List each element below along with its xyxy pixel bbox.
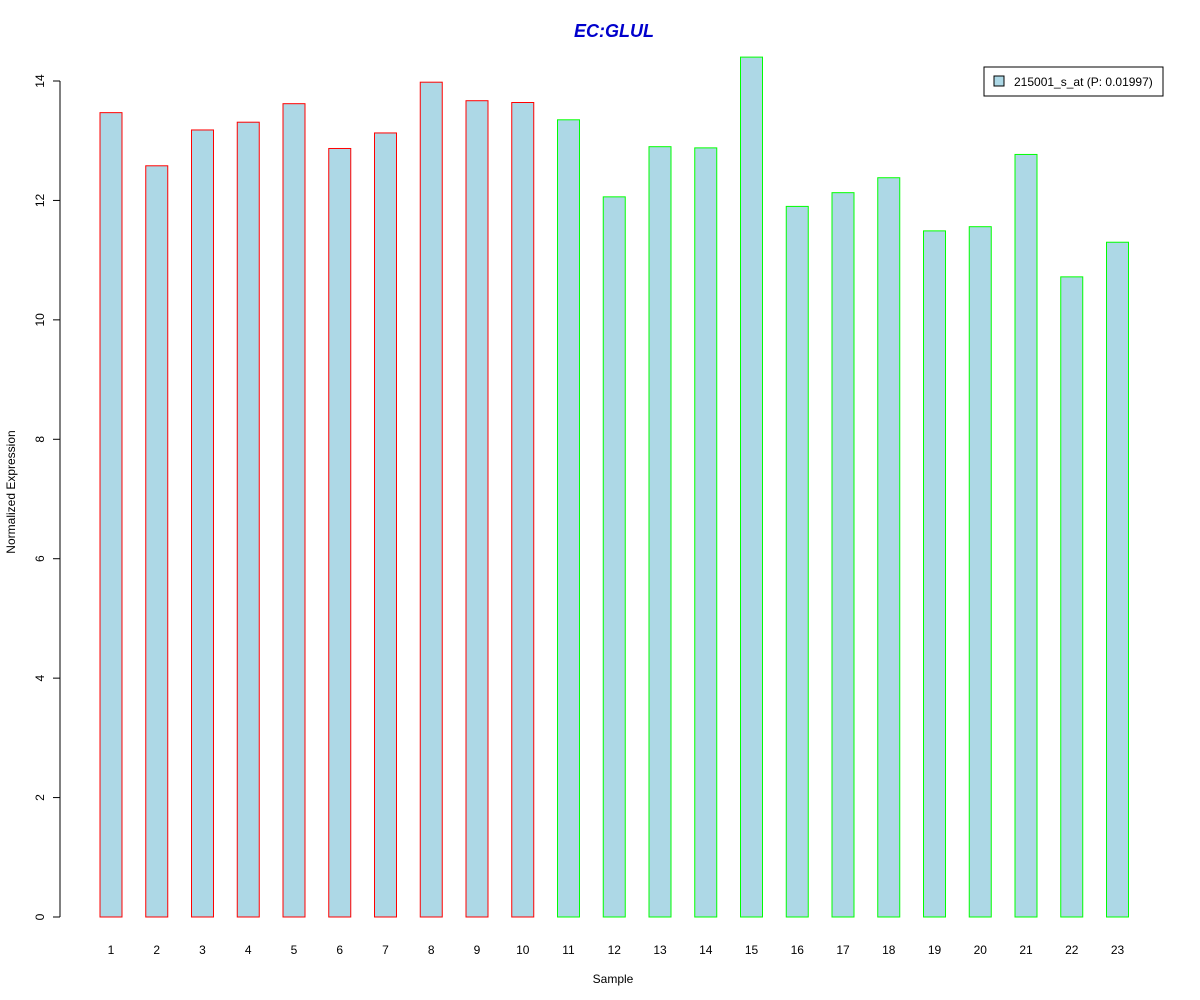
x-tick-label: 1 (108, 943, 115, 957)
x-tick-label: 20 (974, 943, 988, 957)
x-tick-label: 5 (291, 943, 298, 957)
x-tick-label: 12 (608, 943, 622, 957)
x-tick-label: 10 (516, 943, 530, 957)
x-tick-label: 23 (1111, 943, 1125, 957)
x-tick-labels: 1 2 3 4 5 6 7 8 9 10 11 12 13 14 15 16 17 18 19 20 21 22 23 (108, 943, 1125, 957)
y-tick-label: 6 (33, 555, 47, 562)
x-tick-label: 14 (699, 943, 713, 957)
bar-sample-1 (99, 112, 123, 918)
x-tick-label: 18 (882, 943, 896, 957)
y-axis: 0 2 4 6 8 10 12 14 (33, 74, 61, 920)
x-tick-label: 15 (745, 943, 759, 957)
x-tick-label: 2 (153, 943, 160, 957)
bar-sample-18 (877, 177, 901, 918)
x-tick-label: 21 (1019, 943, 1033, 957)
bar-sample-5 (282, 103, 306, 918)
chart-title: EC:GLUL (574, 21, 654, 41)
x-tick-label: 9 (474, 943, 481, 957)
bar-sample-6 (328, 147, 352, 918)
y-axis-label: Normalized Expression (4, 430, 18, 553)
legend-box (983, 66, 1164, 97)
bar-sample-3 (191, 129, 214, 918)
bar-sample-10 (511, 102, 535, 918)
bar-sample-15 (740, 56, 763, 918)
x-axis-label: Sample (593, 972, 634, 986)
y-tick-label: 8 (33, 436, 47, 443)
x-tick-label: 16 (791, 943, 805, 957)
bars (99, 56, 1129, 918)
bar-sample-11 (557, 119, 580, 918)
bar-sample-12 (602, 196, 626, 918)
legend-swatch (993, 75, 1005, 87)
x-tick-label: 7 (382, 943, 389, 957)
x-tick-label: 22 (1065, 943, 1079, 957)
bar-sample-8 (419, 81, 443, 918)
y-tick-label: 4 (33, 674, 47, 681)
x-tick-label: 4 (245, 943, 252, 957)
bar-sample-4 (236, 121, 260, 918)
x-tick-label: 8 (428, 943, 435, 957)
x-tick-label: 13 (653, 943, 667, 957)
bar-sample-21 (1014, 153, 1038, 918)
bar-sample-20 (968, 226, 992, 918)
bar-sample-23 (1106, 241, 1129, 918)
bar-sample-17 (831, 192, 855, 918)
y-tick-label: 10 (33, 313, 47, 327)
x-tick-label: 11 (562, 943, 575, 957)
legend-series-name: 215001_s_at (P: 0.01997) (1014, 75, 1153, 89)
bar-sample-9 (465, 100, 489, 918)
x-tick-label: 19 (928, 943, 942, 957)
bar-sample-19 (923, 230, 946, 918)
x-tick-label: 6 (336, 943, 343, 957)
bar-sample-22 (1060, 276, 1084, 918)
y-tick-label: 12 (33, 193, 47, 207)
bar-sample-7 (374, 132, 397, 918)
bar-sample-16 (785, 205, 809, 918)
y-tick-label: 0 (33, 913, 47, 920)
bar-sample-13 (648, 146, 672, 918)
legend: 215001_s_at (P: 0.01997) (983, 66, 1164, 97)
bar-sample-14 (694, 147, 718, 918)
y-tick-label: 2 (33, 794, 47, 801)
x-tick-label: 17 (836, 943, 850, 957)
y-tick-label: 14 (33, 74, 47, 88)
x-tick-label: 3 (199, 943, 206, 957)
bar-sample-2 (145, 165, 169, 918)
